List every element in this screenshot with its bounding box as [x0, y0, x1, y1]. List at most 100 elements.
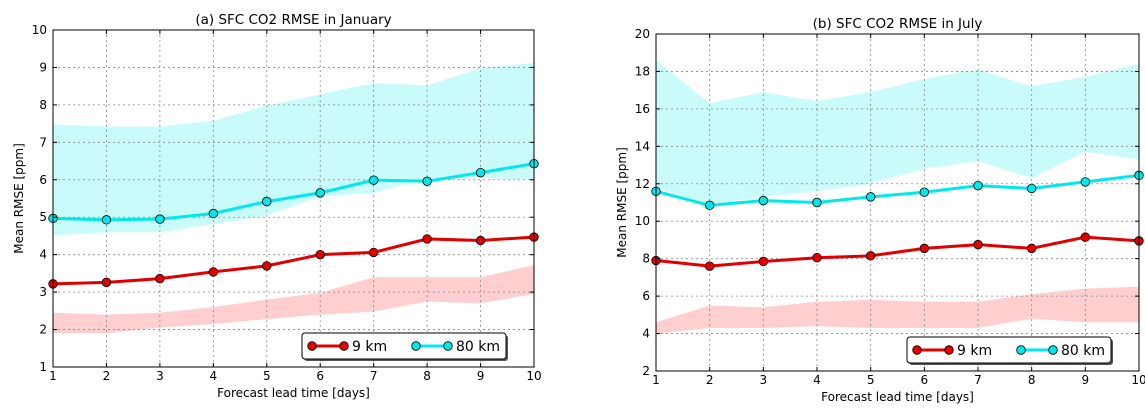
y-tick-label: 12	[635, 177, 650, 191]
y-tick-label: 4	[642, 327, 650, 341]
data-point-80km	[758, 195, 769, 206]
data-point-80km	[101, 215, 112, 225]
data-point-9km	[422, 234, 432, 244]
x-tick-label: 5	[867, 373, 875, 387]
y-tick-label: 8	[642, 252, 650, 266]
y-tick-label: 8	[39, 98, 47, 112]
data-point-9km	[919, 243, 930, 254]
data-point-9km	[262, 261, 272, 271]
y-tick-label: 2	[39, 323, 47, 337]
data-point-80km	[208, 208, 219, 219]
y-tick-label: 6	[642, 289, 650, 303]
series-line-80km	[655, 173, 1140, 207]
data-point-80km	[865, 192, 876, 202]
x-tick-label: 1	[49, 369, 57, 383]
y-tick-label: 18	[635, 64, 650, 78]
x-axis-label: Forecast lead time [days]	[217, 386, 370, 400]
data-point-80km	[1080, 177, 1091, 187]
x-tick-label: 8	[423, 369, 431, 383]
legend-marker-80km	[1048, 345, 1058, 355]
data-point-9km	[865, 251, 876, 261]
y-tick-label: 2	[642, 364, 650, 378]
x-tick-label: 10	[1131, 373, 1145, 387]
data-point-9km	[973, 239, 983, 250]
y-axis-label: Mean RMSE [ppm]	[12, 143, 26, 254]
y-tick-label: 3	[39, 285, 47, 299]
series-line-9km	[655, 235, 1140, 268]
y-tick-label: 14	[635, 139, 650, 153]
x-tick-label: 10	[526, 369, 541, 383]
legend-marker-9km	[307, 341, 317, 351]
data-point-80km	[1026, 183, 1037, 194]
legend-marker-80km	[411, 341, 421, 351]
x-tick-label: 9	[1082, 373, 1090, 387]
data-point-80km	[812, 197, 822, 208]
data-point-9km	[155, 273, 165, 284]
data-point-80km	[155, 214, 165, 224]
legend: 9 km 80 km	[906, 336, 1113, 365]
x-axis-label: Forecast lead time [days]	[821, 390, 974, 404]
y-tick-label: 20	[635, 27, 650, 41]
legend-label-9km: 9 km	[957, 343, 992, 359]
chart-title: (a) SFC CO2 RMSE in January	[195, 12, 391, 28]
data-point-9km	[704, 261, 715, 271]
data-point-80km	[368, 175, 379, 185]
legend-box	[906, 336, 1112, 364]
y-axis-label: Mean RMSE [ppm]	[615, 147, 629, 258]
legend-label-80km: 80 km	[456, 339, 500, 355]
legend-marker-80km	[443, 341, 453, 351]
series-line-80km	[52, 162, 535, 222]
data-point-80km	[475, 167, 486, 178]
y-tick-label: 10	[635, 214, 650, 228]
data-point-80km	[262, 196, 272, 207]
x-tick-label: 9	[477, 369, 485, 383]
data-point-9km	[812, 253, 822, 263]
legend-label-80km: 80 km	[1061, 343, 1105, 359]
data-point-80km	[422, 176, 432, 186]
y-tick-label: 9	[39, 60, 47, 74]
x-tick-label: 5	[263, 369, 271, 383]
legend-marker-9km	[339, 341, 349, 351]
y-tick-label: 7	[39, 135, 47, 149]
data-point-9km	[208, 267, 219, 277]
x-tick-label: 3	[760, 373, 768, 387]
x-tick-label: 8	[1028, 373, 1036, 387]
y-tick-label: 10	[32, 23, 47, 37]
chart-title: (b) SFC CO2 RMSE in July	[813, 16, 983, 32]
chart-panel-0: 1 2 3 4 5 6 7 8 9 10 1 2 3 4 5 6 7 8 9 10 (a) SFC CO2 RMSE i…	[12, 12, 542, 400]
data-point-80km	[315, 188, 325, 198]
y-tick-label: 1	[39, 360, 47, 374]
legend-label-9km: 9 km	[352, 339, 387, 355]
plot-frame	[655, 33, 1140, 372]
data-point-9km	[101, 277, 112, 288]
band-9km	[656, 286, 1139, 334]
legend-marker-9km	[912, 345, 922, 355]
y-tick-label: 16	[635, 102, 650, 116]
legend-box	[301, 332, 507, 360]
x-tick-label: 2	[706, 373, 714, 387]
y-tick-label: 6	[39, 173, 47, 187]
x-tick-label: 7	[974, 373, 982, 387]
data-point-9km	[758, 256, 769, 267]
x-tick-label: 4	[813, 373, 821, 387]
y-tick-label: 4	[39, 248, 47, 262]
x-tick-label: 3	[156, 369, 164, 383]
x-tick-label: 6	[921, 373, 929, 387]
data-point-9km	[1080, 232, 1091, 242]
data-point-9km	[475, 235, 486, 246]
data-point-9km	[368, 247, 379, 258]
band-9km	[53, 265, 534, 334]
legend-marker-9km	[944, 345, 954, 355]
x-tick-label: 7	[370, 369, 378, 383]
x-tick-label: 1	[652, 373, 660, 387]
x-tick-label: 6	[316, 369, 324, 383]
legend-marker-80km	[1016, 345, 1026, 355]
data-point-80km	[919, 187, 930, 197]
data-point-9km	[1026, 243, 1037, 254]
x-tick-label: 4	[210, 369, 218, 383]
plot-frame	[52, 29, 535, 368]
data-point-80km	[973, 180, 983, 191]
band-80km	[53, 62, 534, 236]
